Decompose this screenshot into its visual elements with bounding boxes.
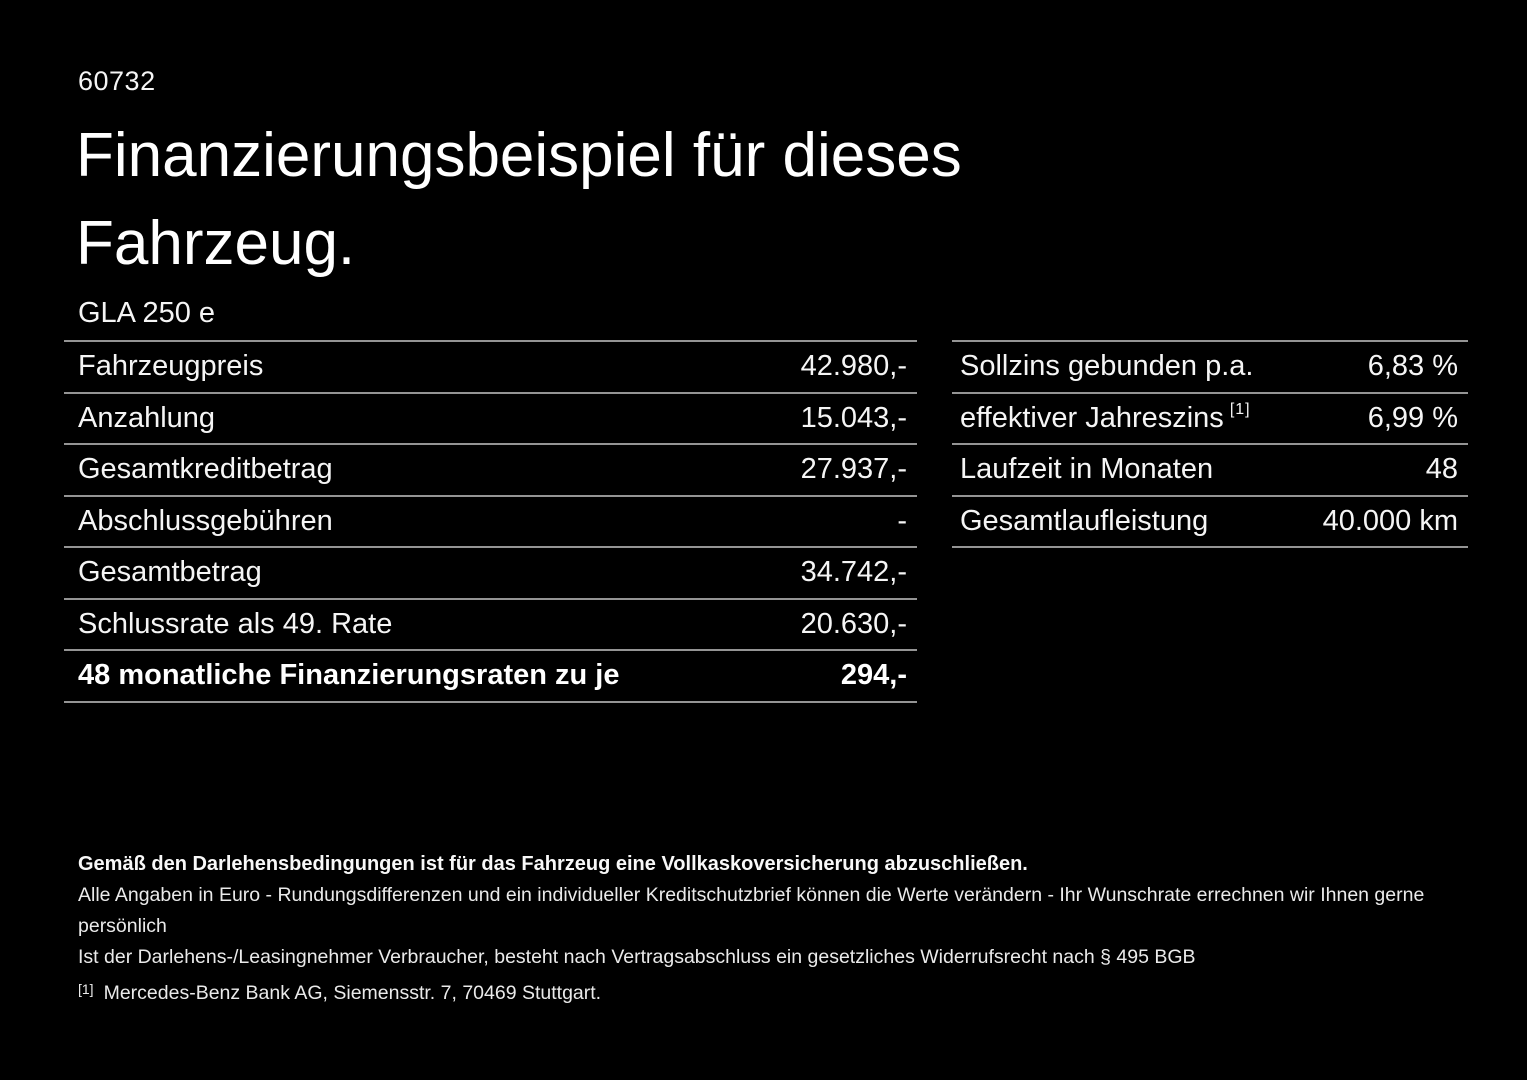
row-value: 6,83 % <box>1367 350 1458 383</box>
withdrawal-rights-note: Ist der Darlehens-/Leasingnehmer Verbrau… <box>78 946 1196 968</box>
page-title-line2: Fahrzeug. <box>76 209 356 278</box>
table-row: Sollzins gebunden p.a. 6,83 % <box>952 340 1468 392</box>
table-row: Gesamtbetrag 34.742,- <box>64 546 917 598</box>
row-value: 27.937,- <box>800 453 907 486</box>
row-value: 20.630,- <box>800 607 907 640</box>
row-value: - <box>897 504 907 537</box>
euro-rounding-note: Alle Angaben in Euro - Rundungsdifferenz… <box>78 884 1425 937</box>
row-value: 40.000 km <box>1322 504 1458 537</box>
table-row: Anzahlung 15.043,- <box>64 391 917 444</box>
row-value: 48 <box>1425 453 1458 486</box>
row-label: Gesamtlaufleistung <box>960 504 1209 537</box>
page-title: Finanzierungsbeispiel für dieses Fahrzeug… <box>76 112 962 288</box>
table-row: Laufzeit in Monaten 48 <box>952 443 1468 495</box>
financing-details-table: Fahrzeugpreis 42.980,- Anzahlung 15.043,… <box>64 340 917 703</box>
bank-address: Mercedes-Benz Bank AG, Siemensstr. 7, 70… <box>103 982 602 1004</box>
row-label: Sollzins gebunden p.a. <box>960 350 1254 383</box>
row-value: 294,- <box>840 659 907 692</box>
row-label: 48 monatliche Finanzierungsraten zu je <box>78 659 620 692</box>
insurance-requirement-note: Gemäß den Darlehensbedingungen ist für d… <box>78 853 1028 875</box>
footnote-marker: [1] <box>78 981 94 997</box>
table-row: Abschlussgebühren - <box>64 494 917 547</box>
table-row: Gesamtkreditbetrag 27.937,- <box>64 443 917 495</box>
vehicle-model-label: GLA 250 e <box>78 297 216 329</box>
table-row: Gesamtlaufleistung 40.000 km <box>952 494 1468 547</box>
page-title-line1: Finanzierungsbeispiel für dieses <box>76 121 962 190</box>
row-label-text: effektiver Jahreszins <box>960 402 1224 435</box>
table-row-monthly-rate: 48 monatliche Finanzierungsraten zu je 2… <box>64 649 917 701</box>
row-label: Gesamtbetrag <box>78 556 262 589</box>
bank-footnote: [1] Mercedes-Benz Bank AG, Siemensstr. 7,… <box>78 974 1478 1009</box>
row-label: Laufzeit in Monaten <box>960 453 1214 486</box>
footnote-reference: [1] <box>1229 401 1251 419</box>
row-label: Anzahlung <box>78 401 216 434</box>
table-row: Fahrzeugpreis 42.980,- <box>64 340 917 392</box>
row-label: Schlussrate als 49. Rate <box>78 607 393 640</box>
row-value: 15.043,- <box>800 401 907 434</box>
table-row: effektiver Jahreszins [1] 6,99 % <box>952 391 1468 444</box>
legal-footer: Gemäß den Darlehensbedingungen ist für d… <box>78 849 1478 1009</box>
table-row: Schlussrate als 49. Rate 20.630,- <box>64 597 917 650</box>
row-label: Abschlussgebühren <box>78 504 333 537</box>
row-value: 34.742,- <box>800 556 907 589</box>
row-label: effektiver Jahreszins [1] <box>960 401 1251 435</box>
row-label: Fahrzeugpreis <box>78 350 264 383</box>
row-value: 42.980,- <box>800 350 907 383</box>
document-id: 60732 <box>78 66 156 96</box>
financing-conditions-table: Sollzins gebunden p.a. 6,83 % effektiver… <box>952 340 1468 548</box>
row-value: 6,99 % <box>1367 401 1458 434</box>
row-label: Gesamtkreditbetrag <box>78 453 333 486</box>
